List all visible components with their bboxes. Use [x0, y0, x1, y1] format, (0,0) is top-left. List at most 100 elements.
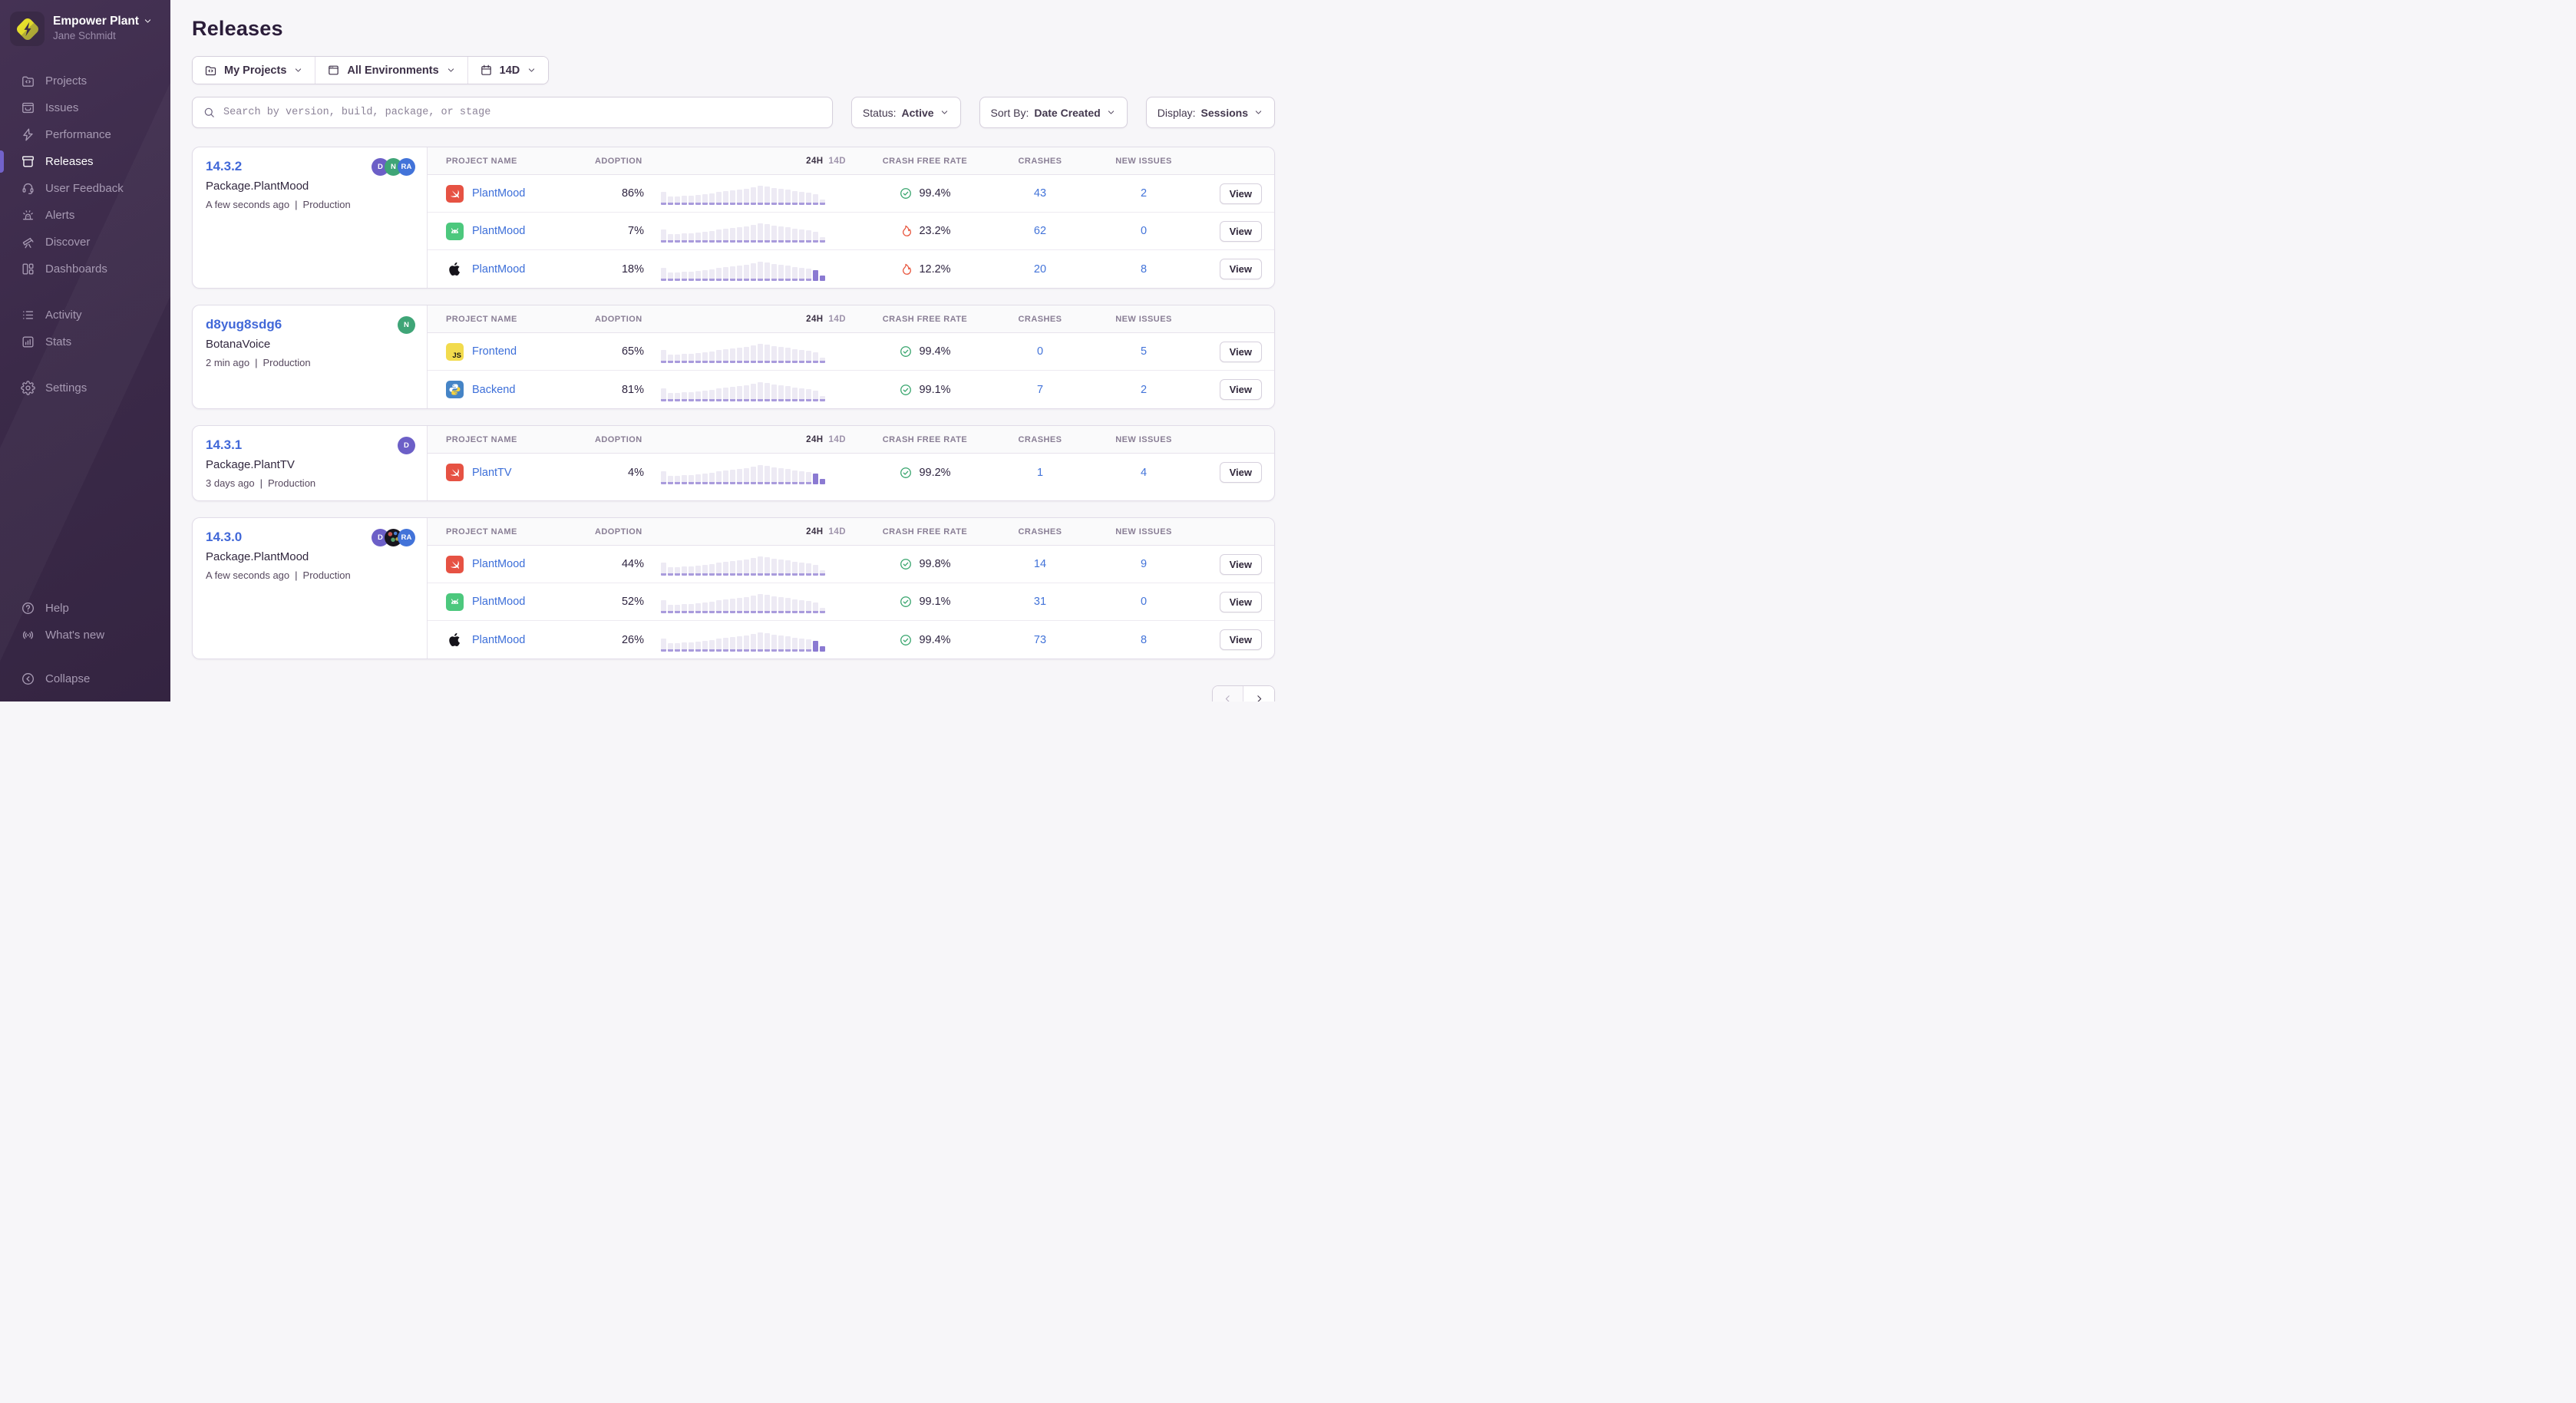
release-version-link[interactable]: 14.3.1: [206, 437, 243, 452]
release-package-name: Package.PlantTV: [206, 458, 295, 471]
display-dropdown[interactable]: Display: Sessions: [1145, 97, 1275, 128]
filter-date-range-label: 14D: [499, 64, 520, 77]
filter-date-range[interactable]: 14D: [467, 57, 549, 84]
sidebar-item-releases[interactable]: Releases: [0, 148, 170, 175]
new-issues-link[interactable]: 8: [1140, 633, 1148, 646]
period-24h-toggle[interactable]: 24H: [806, 157, 824, 166]
view-button[interactable]: View: [1219, 259, 1262, 279]
new-issues-link[interactable]: 5: [1140, 345, 1148, 358]
avatar: N: [398, 316, 415, 334]
release-version-link[interactable]: 14.3.2: [206, 159, 243, 173]
new-issues-link[interactable]: 0: [1140, 225, 1148, 237]
release-project-table: PROJECT NAME ADOPTION 24H 14D CRASH FREE …: [428, 305, 1274, 408]
previous-page-button[interactable]: [1213, 686, 1243, 702]
sidebar-item-collapse[interactable]: Collapse: [0, 665, 170, 692]
period-14d-toggle[interactable]: 14D: [828, 435, 846, 444]
project-link[interactable]: Backend: [472, 383, 516, 396]
sidebar-item-settings[interactable]: Settings: [0, 375, 170, 401]
apple-icon: [446, 260, 464, 278]
adoption-value: 4%: [628, 466, 644, 479]
sidebar-item-label: Alerts: [45, 209, 75, 222]
release-meta: A few seconds ago | Production: [206, 569, 414, 581]
adoption-sparkline: [661, 340, 857, 363]
view-button[interactable]: View: [1219, 220, 1262, 242]
project-link[interactable]: Frontend: [472, 345, 517, 358]
sidebar-item-issues[interactable]: Issues: [0, 94, 170, 121]
new-issues-link[interactable]: 8: [1140, 262, 1148, 276]
table-header-row: PROJECT NAME ADOPTION 24H 14D CRASH FREE …: [428, 426, 1274, 454]
project-link[interactable]: PlantMood: [472, 596, 526, 608]
project-link[interactable]: PlantMood: [472, 633, 526, 646]
discover-icon: [21, 235, 35, 249]
sidebar-item-user-feedback[interactable]: User Feedback: [0, 175, 170, 202]
sort-by-dropdown[interactable]: Sort By: Date Created: [979, 97, 1128, 128]
new-issues-link[interactable]: 4: [1140, 466, 1148, 479]
crashes-link[interactable]: 43: [1033, 187, 1047, 200]
column-project-name: PROJECT NAME: [446, 157, 517, 166]
sidebar-item-activity[interactable]: Activity: [0, 302, 170, 328]
view-button[interactable]: View: [1219, 462, 1262, 483]
check-circle-icon: [899, 595, 913, 609]
crashes-link[interactable]: 7: [1036, 383, 1044, 396]
project-link[interactable]: PlantMood: [472, 262, 526, 276]
release-version-link[interactable]: d8yug8sdg6: [206, 317, 282, 332]
view-button[interactable]: View: [1219, 629, 1262, 650]
release-version-link[interactable]: 14.3.0: [206, 530, 243, 544]
view-button[interactable]: View: [1219, 183, 1262, 204]
new-issues-link[interactable]: 0: [1140, 596, 1148, 608]
period-14d-toggle[interactable]: 14D: [828, 157, 846, 166]
crashes-link[interactable]: 73: [1033, 633, 1047, 646]
check-circle-icon: [899, 345, 913, 358]
period-14d-toggle[interactable]: 14D: [828, 315, 846, 324]
sidebar-item-performance[interactable]: Performance: [0, 121, 170, 148]
adoption-sparkline: [661, 590, 857, 613]
releases-icon: [21, 154, 35, 169]
next-page-button[interactable]: [1243, 686, 1274, 702]
adoption-value: 81%: [621, 383, 644, 396]
sidebar-item-dashboards[interactable]: Dashboards: [0, 256, 170, 282]
sidebar-item-stats[interactable]: Stats: [0, 328, 170, 355]
project-link[interactable]: PlantMood: [472, 225, 526, 237]
status-dropdown[interactable]: Status: Active: [850, 97, 961, 128]
crashes-link[interactable]: 0: [1036, 345, 1044, 358]
search-box: [192, 97, 833, 128]
crashes-link[interactable]: 14: [1033, 558, 1047, 570]
sidebar-nav: Projects Issues Performance Releases User Fe…: [0, 68, 170, 401]
filter-projects[interactable]: My Projects: [193, 57, 316, 84]
period-24h-toggle[interactable]: 24H: [806, 527, 824, 536]
period-24h-toggle[interactable]: 24H: [806, 315, 824, 324]
org-switcher[interactable]: Empower Plant Jane Schmidt: [0, 0, 170, 57]
project-link[interactable]: PlantTV: [472, 466, 512, 479]
period-24h-toggle[interactable]: 24H: [806, 435, 824, 444]
view-button[interactable]: View: [1219, 379, 1262, 400]
search-input[interactable]: [223, 107, 822, 118]
sidebar-item-alerts[interactable]: Alerts: [0, 202, 170, 229]
column-new-issues: NEW ISSUES: [1115, 527, 1172, 536]
sidebar-item-discover[interactable]: Discover: [0, 229, 170, 256]
view-button[interactable]: View: [1219, 553, 1262, 575]
new-issues-link[interactable]: 9: [1140, 558, 1148, 570]
release-project-row: Backend 81% 99.1% 7 2 View: [428, 371, 1274, 408]
column-crash-free-rate: CRASH FREE RATE: [882, 527, 968, 536]
sidebar-item-what-s-new[interactable]: What's new: [0, 622, 170, 649]
period-14d-toggle[interactable]: 14D: [828, 527, 846, 536]
crashes-link[interactable]: 31: [1033, 596, 1047, 608]
sidebar-item-help[interactable]: Help: [0, 595, 170, 622]
filter-projects-label: My Projects: [224, 64, 287, 77]
project-link[interactable]: PlantMood: [472, 187, 526, 200]
crashes-link[interactable]: 62: [1033, 225, 1047, 237]
new-issues-link[interactable]: 2: [1140, 383, 1148, 396]
activity-icon: [21, 308, 35, 322]
column-crash-free-rate: CRASH FREE RATE: [882, 157, 968, 166]
column-project-name: PROJECT NAME: [446, 435, 517, 444]
project-link[interactable]: PlantMood: [472, 558, 526, 570]
filter-environments[interactable]: All Environments: [315, 57, 468, 84]
view-button[interactable]: View: [1219, 341, 1262, 362]
new-issues-link[interactable]: 2: [1140, 187, 1148, 200]
view-button[interactable]: View: [1219, 591, 1262, 612]
sidebar-item-projects[interactable]: Projects: [0, 68, 170, 94]
crash-free-value: 99.4%: [919, 345, 951, 358]
release-card: 14.3.1 Package.PlantTV 3 days ago | Prod…: [192, 425, 1275, 501]
crashes-link[interactable]: 1: [1036, 466, 1044, 479]
crashes-link[interactable]: 20: [1033, 262, 1047, 276]
